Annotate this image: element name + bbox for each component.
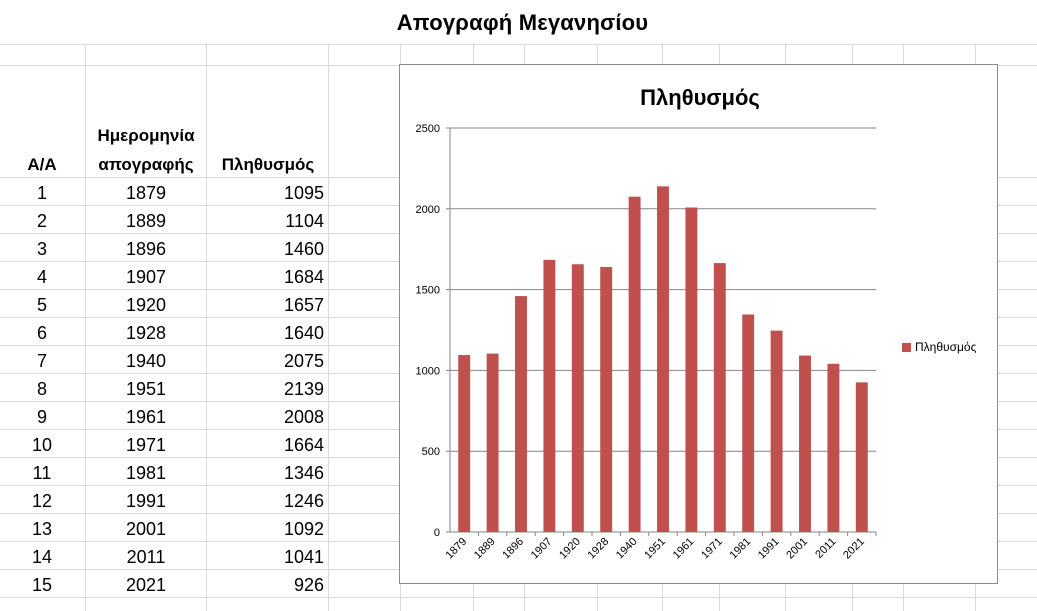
row-year[interactable]: 1920 bbox=[125, 295, 167, 315]
x-tick-label: 1971 bbox=[699, 536, 725, 562]
sheet-title: Απογραφή Μεγανησίου bbox=[396, 10, 649, 35]
row-index[interactable]: 7 bbox=[36, 351, 47, 371]
y-tick-label: 0 bbox=[434, 527, 440, 539]
row-index[interactable]: 3 bbox=[36, 239, 47, 259]
row-population[interactable]: 1684 bbox=[283, 267, 324, 287]
bar bbox=[855, 382, 868, 532]
population-chart[interactable]: Πληθυσμός 0 500 1000 1500 2000 2500 1879 1889 189… bbox=[399, 64, 998, 584]
row-population[interactable]: 1092 bbox=[283, 519, 324, 539]
x-tick-label: 1920 bbox=[557, 536, 583, 562]
row-population[interactable]: 926 bbox=[293, 575, 324, 595]
legend-swatch bbox=[902, 342, 911, 352]
row-population[interactable]: 2008 bbox=[283, 407, 324, 427]
row-year[interactable]: 1907 bbox=[125, 267, 167, 287]
row-index[interactable]: 2 bbox=[36, 211, 47, 231]
x-tick-label: 2011 bbox=[813, 536, 838, 561]
row-year[interactable]: 1879 bbox=[125, 183, 167, 203]
x-tick-label: 1889 bbox=[472, 536, 498, 562]
row-index[interactable]: 5 bbox=[36, 295, 47, 315]
chart-title: Πληθυσμός bbox=[640, 85, 760, 110]
row-population[interactable]: 1041 bbox=[283, 547, 324, 567]
header-index: Α/Α bbox=[27, 155, 57, 174]
row-population[interactable]: 1664 bbox=[283, 435, 324, 455]
chart-canvas: Πληθυσμός 0 500 1000 1500 2000 2500 1879 1889 189… bbox=[416, 85, 877, 562]
row-index[interactable]: 14 bbox=[31, 547, 53, 567]
row-year[interactable]: 1928 bbox=[125, 323, 167, 343]
row-year[interactable]: 1991 bbox=[125, 491, 167, 511]
row-index[interactable]: 13 bbox=[31, 519, 53, 539]
x-tick-label: 1940 bbox=[614, 536, 640, 562]
bar bbox=[685, 207, 698, 532]
row-year[interactable]: 1940 bbox=[125, 351, 167, 371]
x-tick-label: 1879 bbox=[444, 536, 470, 562]
row-population[interactable]: 1104 bbox=[285, 211, 324, 231]
row-index[interactable]: 11 bbox=[32, 463, 52, 483]
row-year[interactable]: 1961 bbox=[125, 407, 167, 427]
bar bbox=[827, 363, 840, 532]
y-tick-label: 1000 bbox=[416, 365, 440, 377]
bar bbox=[628, 196, 641, 532]
row-population[interactable]: 1346 bbox=[283, 463, 324, 483]
bar bbox=[543, 259, 556, 532]
row-population[interactable]: 1246 bbox=[283, 491, 324, 511]
x-tick-label: 1991 bbox=[756, 536, 782, 562]
header-date-line1: Ημερομηνία bbox=[97, 126, 195, 145]
row-year[interactable]: 2001 bbox=[125, 519, 167, 539]
bar bbox=[486, 353, 499, 532]
row-year[interactable]: 1889 bbox=[125, 211, 167, 231]
x-tick-label: 1896 bbox=[500, 536, 526, 562]
bar bbox=[742, 314, 755, 532]
x-tick-label: 1981 bbox=[728, 536, 754, 562]
row-index[interactable]: 4 bbox=[36, 267, 47, 287]
row-year[interactable]: 2021 bbox=[125, 575, 167, 595]
bar bbox=[657, 186, 669, 533]
x-tick-label: 1961 bbox=[671, 536, 697, 562]
row-year[interactable]: 1981 bbox=[125, 463, 167, 483]
row-index[interactable]: 6 bbox=[36, 323, 47, 343]
y-tick-label: 1500 bbox=[416, 285, 440, 297]
y-tick-label: 2000 bbox=[416, 204, 440, 216]
bar bbox=[799, 355, 811, 532]
row-population[interactable]: 1640 bbox=[283, 323, 324, 343]
row-index[interactable]: 9 bbox=[36, 407, 47, 427]
row-index[interactable]: 8 bbox=[36, 379, 47, 399]
chart-legend[interactable]: Πληθυσμός bbox=[902, 340, 976, 354]
row-population[interactable]: 1657 bbox=[283, 295, 324, 315]
row-population[interactable]: 2075 bbox=[283, 351, 324, 371]
x-tick-label: 2001 bbox=[784, 536, 810, 562]
header-date-line2: απογραφής bbox=[98, 155, 194, 174]
row-year[interactable]: 2011 bbox=[126, 547, 166, 567]
bar bbox=[515, 296, 527, 532]
row-year[interactable]: 1971 bbox=[125, 435, 167, 455]
bar bbox=[770, 330, 783, 532]
x-tick-label: 1951 bbox=[642, 536, 668, 562]
row-index[interactable]: 1 bbox=[36, 183, 47, 203]
bar bbox=[571, 264, 584, 532]
row-population[interactable]: 1460 bbox=[283, 239, 324, 259]
x-tick-label: 2021 bbox=[841, 536, 867, 562]
row-index[interactable]: 10 bbox=[31, 435, 53, 455]
y-tick-label: 2500 bbox=[416, 123, 440, 135]
bar bbox=[713, 263, 726, 532]
x-tick-label: 1907 bbox=[529, 536, 555, 562]
bar bbox=[600, 266, 613, 532]
x-tick-label: 1928 bbox=[586, 536, 612, 562]
bar bbox=[458, 355, 471, 532]
row-index[interactable]: 15 bbox=[31, 575, 53, 595]
legend-label: Πληθυσμός bbox=[915, 340, 977, 354]
row-year[interactable]: 1951 bbox=[125, 379, 167, 399]
row-year[interactable]: 1896 bbox=[125, 239, 167, 259]
row-population[interactable]: 2139 bbox=[283, 379, 324, 399]
header-population: Πληθυσμός bbox=[221, 155, 315, 174]
y-tick-label: 500 bbox=[422, 446, 440, 458]
row-index[interactable]: 12 bbox=[31, 491, 53, 511]
row-population[interactable]: 1095 bbox=[283, 183, 324, 203]
